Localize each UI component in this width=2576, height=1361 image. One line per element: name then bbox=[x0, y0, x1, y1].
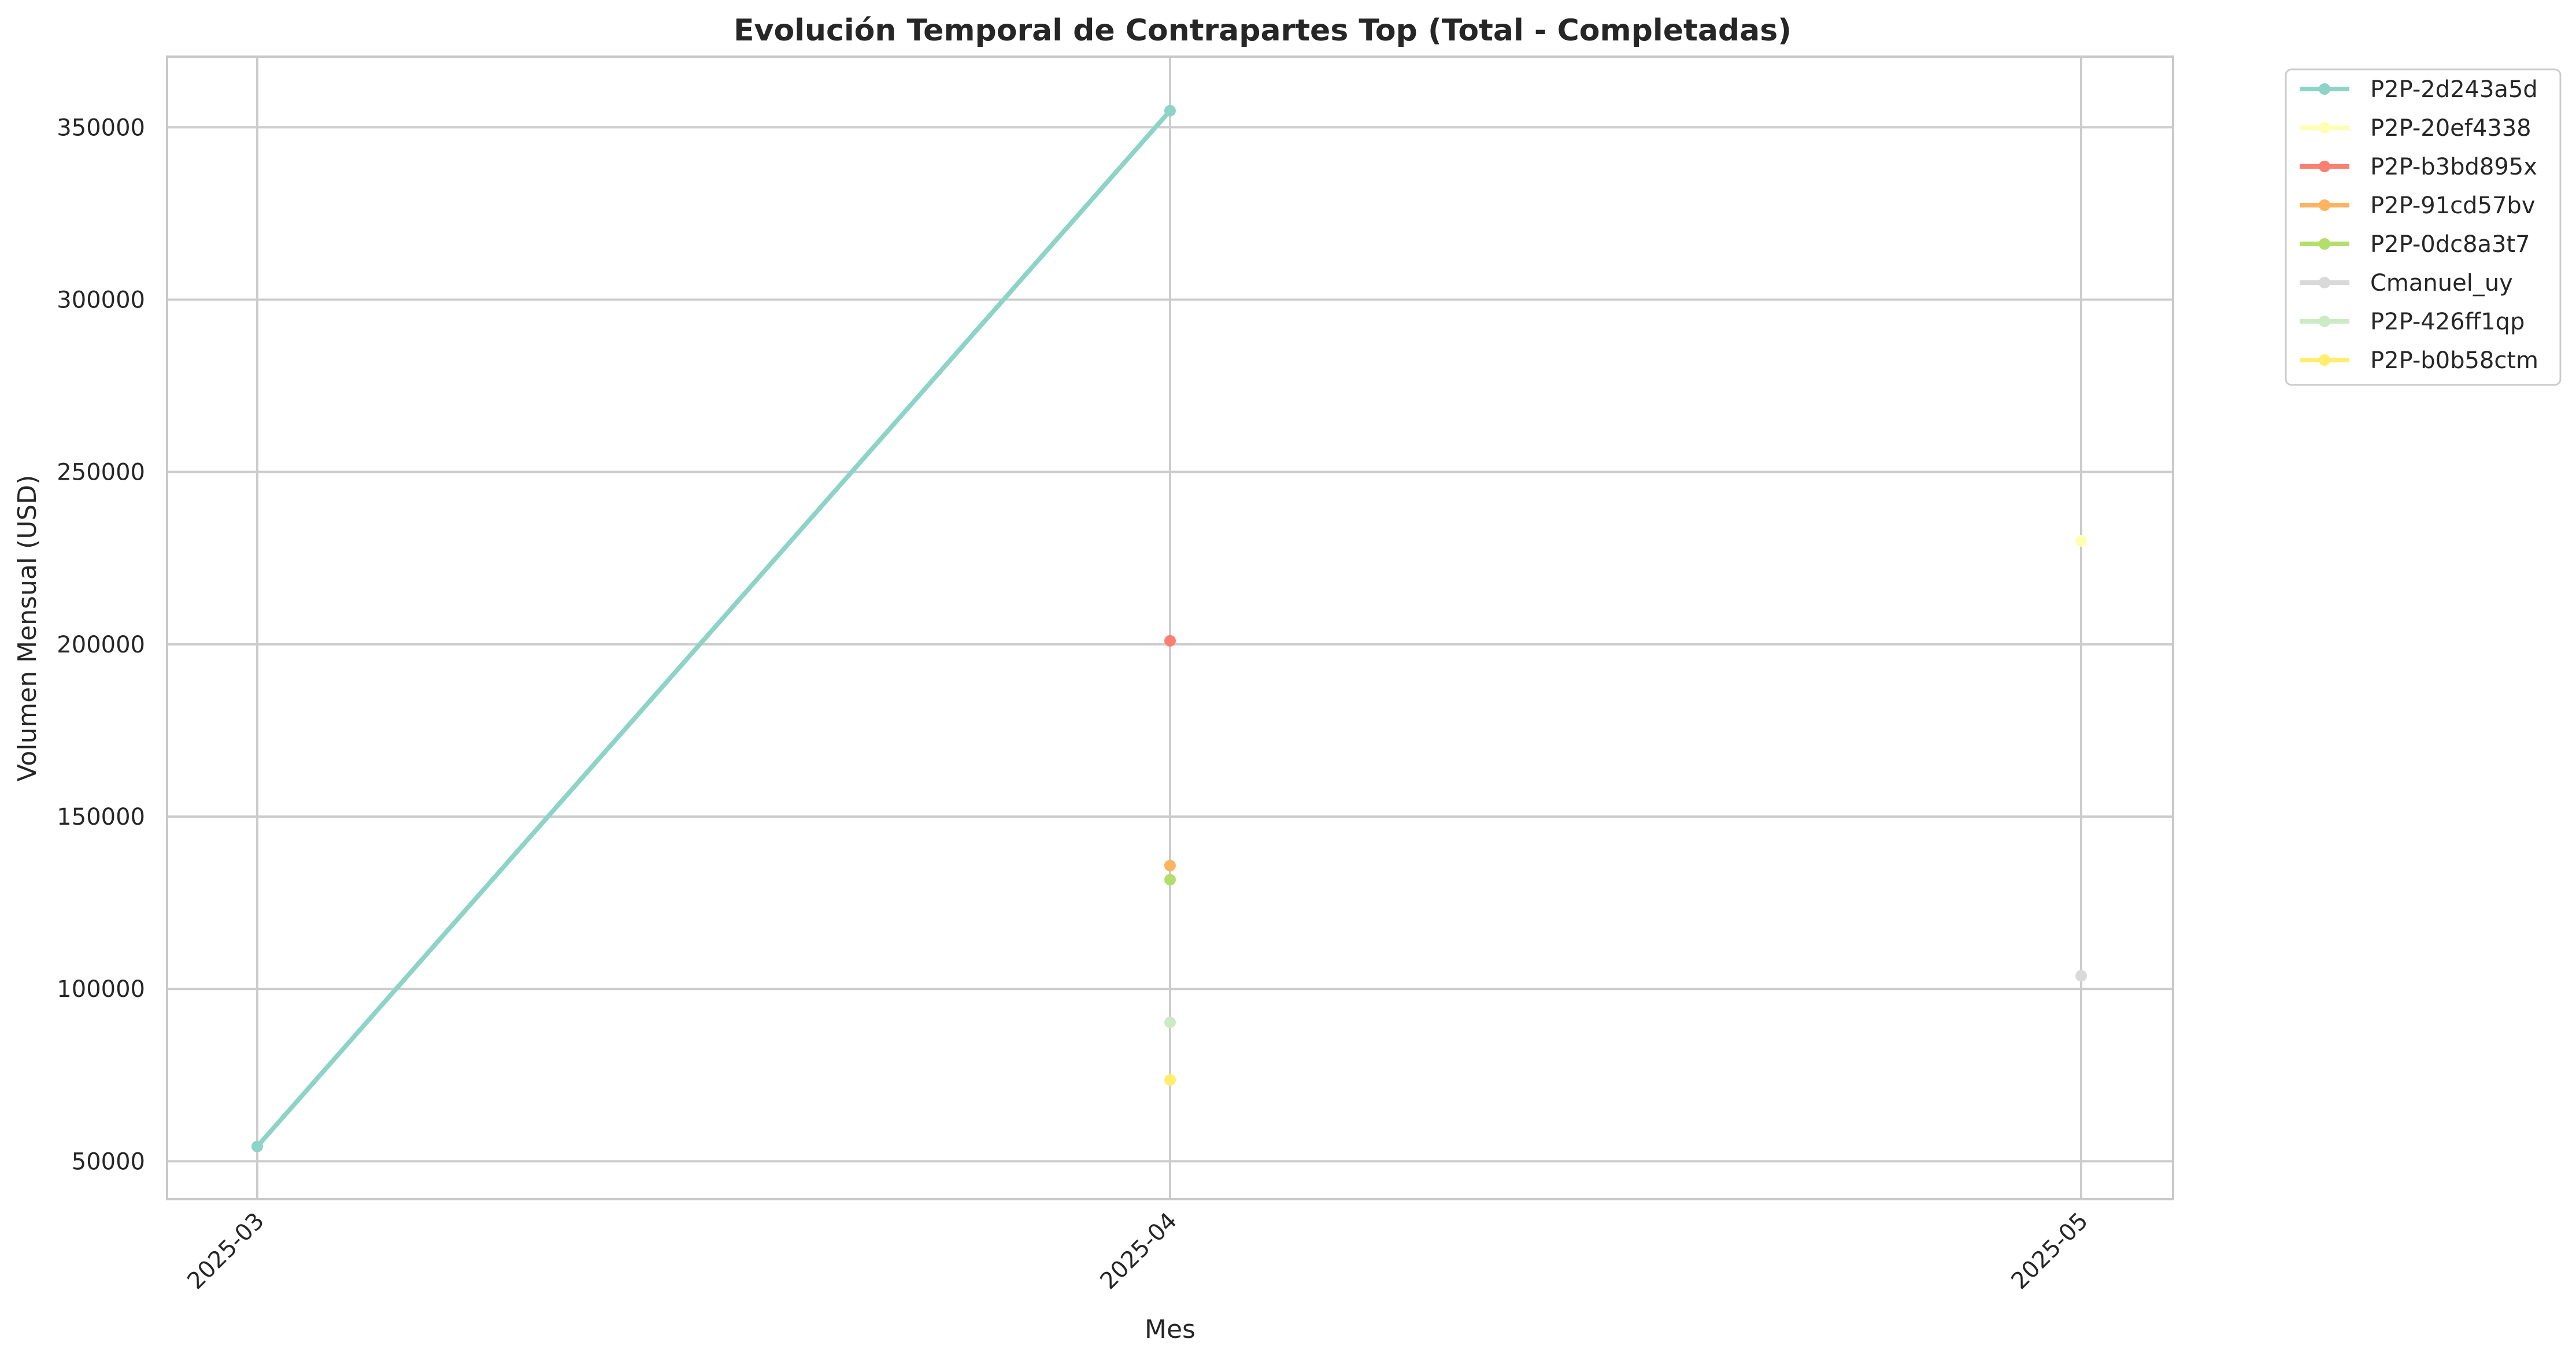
series-Cmanuel_uy bbox=[2075, 970, 2087, 982]
y-tick-label: 100000 bbox=[57, 976, 145, 1003]
legend-item: P2P-b0b58ctm bbox=[2300, 347, 2538, 374]
data-point bbox=[1164, 874, 1176, 886]
data-point bbox=[2075, 970, 2087, 982]
legend-item: P2P-0dc8a3t7 bbox=[2300, 231, 2530, 258]
y-tick-labels: 50000 100000 150000 200000 250000 300000 35000… bbox=[57, 114, 145, 1175]
x-axis-label: Mes bbox=[1145, 1315, 1196, 1344]
series-P2P-b3bd895x bbox=[1164, 635, 1176, 647]
legend-item: P2P-2d243a5d bbox=[2300, 76, 2538, 103]
series-P2P-426ff1qp bbox=[1164, 1017, 1176, 1029]
data-point bbox=[1164, 105, 1176, 117]
legend-item: P2P-20ef4338 bbox=[2300, 115, 2531, 142]
legend-item: Cmanuel_uy bbox=[2300, 270, 2513, 296]
data-point bbox=[1164, 1017, 1176, 1029]
legend-label: P2P-91cd57bv bbox=[2370, 192, 2536, 219]
data-point bbox=[1164, 1074, 1176, 1086]
legend-label: P2P-20ef4338 bbox=[2370, 115, 2531, 142]
series-line bbox=[255, 109, 1172, 1148]
y-tick-label: 300000 bbox=[57, 287, 145, 313]
series-layer bbox=[251, 105, 2087, 1152]
grid-layer bbox=[167, 57, 2173, 1199]
legend-swatch-marker bbox=[2319, 238, 2330, 250]
legend-label: P2P-2d243a5d bbox=[2370, 76, 2538, 103]
legend-item: P2P-91cd57bv bbox=[2300, 192, 2536, 219]
y-tick-label: 200000 bbox=[57, 632, 145, 658]
y-tick-label: 150000 bbox=[57, 804, 145, 830]
series-P2P-2d243a5d bbox=[251, 105, 1176, 1152]
legend-label: P2P-0dc8a3t7 bbox=[2370, 231, 2530, 258]
legend-label: P2P-b3bd895x bbox=[2370, 154, 2537, 180]
data-point bbox=[2075, 535, 2087, 547]
legend-label: P2P-426ff1qp bbox=[2370, 309, 2525, 335]
series-P2P-0dc8a3t7 bbox=[1164, 874, 1176, 886]
legend-label: P2P-b0b58ctm bbox=[2370, 347, 2538, 374]
legend-swatch-marker bbox=[2319, 354, 2330, 366]
legend: P2P-2d243a5d P2P-20ef4338 P2P-b3bd895x P2P-… bbox=[2285, 68, 2562, 386]
legend-swatch-marker bbox=[2319, 122, 2330, 133]
legend-item: P2P-b3bd895x bbox=[2300, 154, 2537, 180]
data-point bbox=[251, 1140, 263, 1152]
legend-swatch-marker bbox=[2319, 316, 2330, 327]
legend-item: P2P-426ff1qp bbox=[2300, 309, 2525, 335]
data-point bbox=[1164, 635, 1176, 647]
series-P2P-20ef4338 bbox=[2075, 535, 2087, 547]
chart-title: Evolución Temporal de Contrapartes Top (… bbox=[734, 13, 1792, 48]
y-axis-label: Volumen Mensual (USD) bbox=[13, 475, 42, 782]
plot-frame bbox=[166, 55, 2174, 1200]
y-tick-label: 250000 bbox=[57, 459, 145, 486]
series-P2P-91cd57bv bbox=[1164, 859, 1176, 872]
legend-swatch-marker bbox=[2319, 277, 2330, 288]
data-point bbox=[1164, 859, 1176, 872]
legend-swatch-marker bbox=[2319, 83, 2330, 95]
y-tick-label: 350000 bbox=[57, 114, 145, 141]
legend-label: Cmanuel_uy bbox=[2370, 270, 2513, 296]
legend-box bbox=[2285, 68, 2562, 386]
legend-swatch-marker bbox=[2319, 199, 2330, 211]
series-P2P-b0b58ctm bbox=[1164, 1074, 1176, 1086]
legend-swatch-marker bbox=[2319, 161, 2330, 172]
y-tick-label: 50000 bbox=[72, 1148, 145, 1175]
